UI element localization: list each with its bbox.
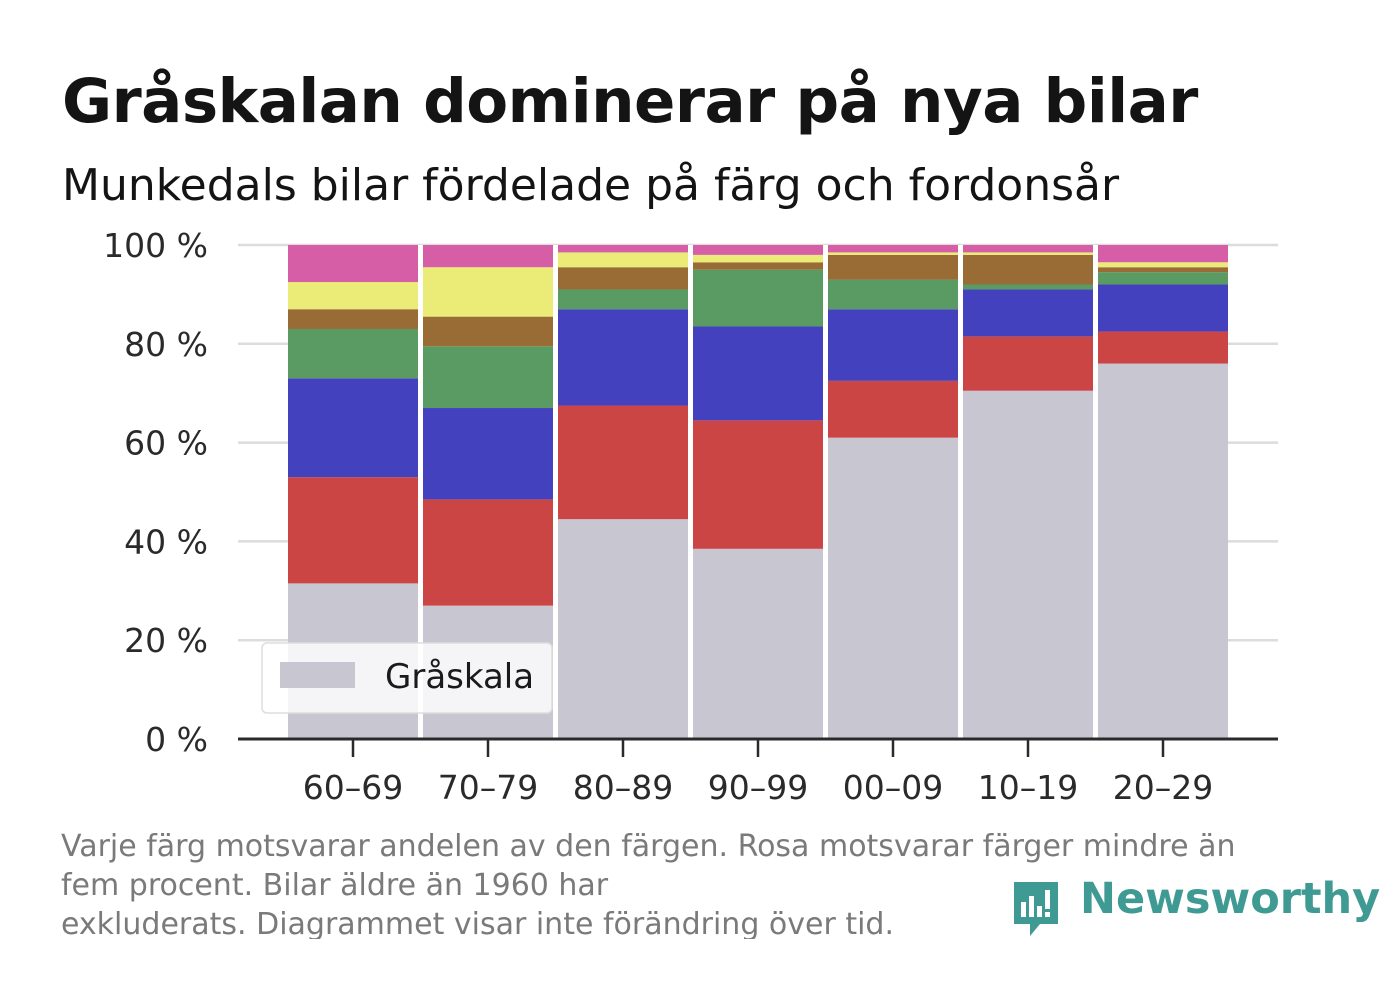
legend-label: Gråskala [385, 657, 534, 697]
bar-segment [828, 309, 958, 381]
axes: 0 % 20 % 40 % 60 % 80 % 100 % 60–69 70–79 80–89 9… [103, 226, 1278, 807]
y-tick-label: 60 % [124, 424, 208, 463]
legend-box [261, 642, 553, 714]
legend-swatch [280, 662, 355, 688]
bar-separator [1093, 245, 1098, 739]
bar-stack [823, 245, 958, 739]
bar-segment [828, 252, 958, 255]
x-tick-label: 20–29 [1113, 768, 1213, 807]
caption-line-2: fem procent. Bilar äldre än 1960 har [61, 868, 609, 903]
bar-segment [693, 245, 823, 255]
bar-separator [553, 245, 558, 739]
bar-segment [963, 289, 1093, 337]
bar-segment [1098, 331, 1228, 364]
bar-segment [963, 284, 1093, 290]
bar-segment [963, 252, 1093, 255]
caption-line-1: Varje färg motsvarar andelen av den färg… [61, 829, 1236, 864]
caption-line-3: exkluderats. Diagrammet visar inte förän… [61, 907, 895, 939]
y-tick-label: 20 % [124, 621, 208, 660]
bar-segment [828, 245, 958, 253]
bar-separator [823, 245, 828, 739]
x-tick-label: 90–99 [708, 768, 808, 807]
bar-segment [423, 267, 553, 317]
bar-separator [958, 245, 963, 739]
bar-stack [553, 245, 688, 739]
bar-segment [1098, 267, 1228, 273]
legend: Gråskala [261, 642, 553, 714]
bar-segment [423, 245, 553, 268]
bar-segment [288, 245, 418, 283]
chart-caption: Varje färg motsvarar andelen av den färg… [61, 827, 1301, 939]
bar-segment [693, 548, 823, 739]
bar-segment [693, 269, 823, 327]
y-tick-label: 40 % [124, 522, 208, 561]
bar-segment [1098, 363, 1228, 739]
brand-name: Newsworthy [1080, 874, 1381, 924]
bar-segment [423, 346, 553, 409]
bar-segment [693, 326, 823, 421]
bar-segment [558, 252, 688, 268]
bar-segment [828, 254, 958, 280]
bar-segment [423, 499, 553, 606]
bar-stack [958, 245, 1093, 739]
bar-segment [963, 254, 1093, 285]
newsworthy-logo-icon [1014, 882, 1058, 936]
bar-segment [693, 262, 823, 270]
bar-separator [688, 245, 693, 739]
chart-subtitle: Munkedals bilar fördelade på färg och fo… [62, 160, 1120, 211]
bar-segment [558, 519, 688, 739]
chart-title: Gråskalan dominerar på nya bilar [62, 66, 1198, 137]
x-tick-label: 00–09 [843, 768, 943, 807]
bar-segment [288, 378, 418, 478]
bar-segment [1098, 262, 1228, 268]
bar-segment [558, 245, 688, 253]
x-tick-label: 70–79 [438, 768, 538, 807]
bar-segment [828, 380, 958, 438]
y-tick-label: 0 % [145, 720, 208, 759]
bar-segment [963, 390, 1093, 739]
bar-segment [558, 267, 688, 290]
bar-segment [288, 282, 418, 310]
bar-segment [1098, 245, 1228, 263]
bar-segment [288, 309, 418, 329]
bar-segment [558, 405, 688, 520]
y-tick-label: 80 % [124, 325, 208, 364]
bar-segment [288, 477, 418, 584]
bar-segment [963, 336, 1093, 391]
bar-segment [423, 408, 553, 500]
y-tick-label: 100 % [103, 226, 208, 265]
x-tick-label: 10–19 [978, 768, 1078, 807]
x-tick-label: 80–89 [573, 768, 673, 807]
bar-stack [688, 245, 823, 739]
bar-segment [693, 420, 823, 549]
bar-segment [558, 309, 688, 406]
bar-stack [418, 245, 553, 739]
bar-segment [1098, 272, 1228, 285]
bar-segment [288, 328, 418, 379]
bar-stack [1093, 245, 1228, 739]
bar-separator [418, 245, 423, 739]
bar-segment [963, 245, 1093, 253]
bar-segment [828, 437, 958, 739]
bar-segment [558, 289, 688, 310]
bar-segment [423, 316, 553, 347]
bar-segment [693, 254, 823, 263]
bar-segment [1098, 284, 1228, 332]
x-tick-label: 60–69 [303, 768, 403, 807]
bar-segment [828, 279, 958, 310]
